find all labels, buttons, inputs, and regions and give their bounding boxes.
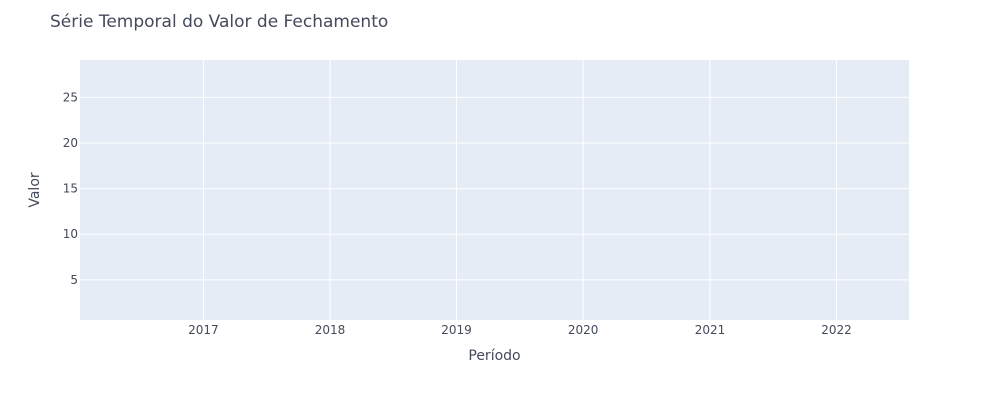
x-tick-label: 2017 xyxy=(188,323,219,337)
y-axis-label: Valor xyxy=(27,172,43,208)
y-gridlines xyxy=(80,96,909,281)
chart-title: Série Temporal do Valor de Fechamento xyxy=(50,12,389,32)
y-axis-ticks: 5 10 15 20 25 xyxy=(63,90,78,286)
y-tick-label: 5 xyxy=(70,273,78,287)
x-tick-label: 2019 xyxy=(441,323,472,337)
x-tick-label: 2020 xyxy=(568,323,599,337)
y-tick-label: 25 xyxy=(63,90,78,104)
x-axis-ticks: 2017 2018 2019 2020 2021 2022 xyxy=(188,323,852,337)
x-tick-label: 2021 xyxy=(695,323,726,337)
y-tick-label: 20 xyxy=(63,136,78,150)
x-tick-label: 2018 xyxy=(315,323,346,337)
x-axis-label: Período xyxy=(468,348,520,364)
x-tick-label: 2022 xyxy=(821,323,852,337)
y-tick-label: 15 xyxy=(63,182,78,196)
y-tick-label: 10 xyxy=(63,227,78,241)
plot-area xyxy=(80,60,909,320)
x-gridlines xyxy=(202,60,838,320)
